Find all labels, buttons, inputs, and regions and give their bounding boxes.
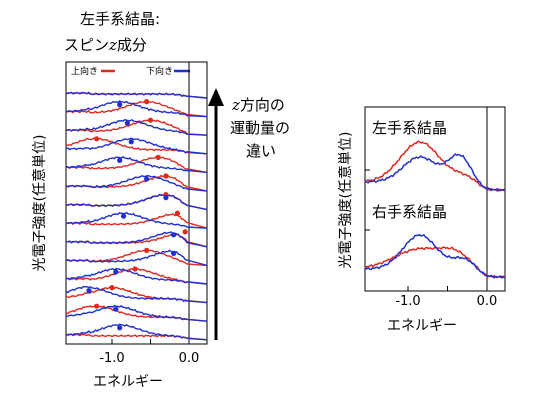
spectrum-down-3 [65,137,208,155]
marker-up-7 [174,210,181,216]
marker-down-13 [117,325,123,331]
arrow-label-line1: z方向の [231,96,285,114]
left-x-ticks [111,339,190,344]
marker-down-6 [163,195,169,201]
right-upper-down [364,153,506,192]
arrow-label-line3: 違い [246,142,276,160]
marker-up-1 [144,99,150,105]
momentum-arrow [208,88,224,340]
spectrum-down-7 [65,211,208,229]
marker-down-4 [117,157,123,163]
right-x-ticks [407,286,488,291]
spectrum-down-1 [65,100,208,118]
left-xtick-neg1: -1.0 [99,351,124,366]
right-xlabel: エネルギー [387,318,457,334]
marker-down-7 [120,213,127,219]
marker-down-5 [144,176,150,182]
left-subtitle: スピンz成分 [64,36,147,54]
marker-up-4 [155,154,161,160]
marker-down-12 [113,306,119,312]
marker-up-8 [182,229,188,235]
spectrum-down-8 [66,231,208,248]
spectrum-down-11 [65,285,208,304]
left-spectra [65,91,208,341]
arrow-label-line2: 運動量の [230,119,290,137]
legend-label-down: 下向き [146,65,173,77]
left-title: 左手系結晶: [80,10,160,28]
left-plot-frame [65,61,208,345]
marker-down-10 [113,269,119,275]
spectrum-up-4 [65,156,208,174]
legend-label-up: 上向き [71,65,98,77]
spectrum-down-2 [65,118,208,136]
marker-down-1 [117,102,123,108]
marker-up-10 [132,266,138,272]
marker-up-3 [94,136,100,142]
left-xtick-0: 0.0 [179,351,200,366]
spectrum-up-10 [65,267,208,285]
marker-down-8 [171,232,177,238]
marker-up-2 [147,117,154,123]
spectrum-up-2 [65,118,208,136]
spectrum-up-1 [65,100,208,118]
spectrum-up-7 [65,213,208,229]
marker-up-9 [144,247,150,253]
right-xtick-neg1: -1.0 [395,294,420,309]
legend: 上向き 下向き [71,65,190,77]
spectrum-up-13 [65,333,208,341]
spectrum-down-9 [65,249,208,267]
spectrum-down-4 [65,155,208,174]
spectrum-down-10 [65,267,208,285]
marker-down-2 [124,120,130,126]
spectrum-up-3 [65,137,208,155]
left-ylabel: 光電子強度(任意単位) [31,135,48,272]
marker-up-5 [163,173,169,179]
marker-up-11 [109,285,115,291]
left-peak-markers [86,99,188,331]
right-spectra [364,140,506,279]
right-upper-up [364,140,506,192]
marker-down-3 [128,139,134,145]
right-panel-label-right: 右手系結晶 [372,203,447,221]
right-panel-label-left: 左手系結晶 [372,119,447,137]
right-xtick-0: 0.0 [477,294,498,309]
marker-up-12 [94,303,100,309]
marker-down-11 [86,288,92,294]
marker-down-9 [171,250,177,256]
right-lower-down [364,233,506,279]
spectrum-down-0 [65,91,208,99]
spectrum-down-13 [65,323,208,341]
left-xlabel: エネルギー [93,374,163,390]
spectrum-down-12 [65,304,208,322]
spectrum-down-5 [65,174,208,192]
right-plot-frame [364,106,506,292]
spectrum-up-9 [65,249,208,267]
right-ylabel: 光電子強度(任意単位) [337,132,354,269]
